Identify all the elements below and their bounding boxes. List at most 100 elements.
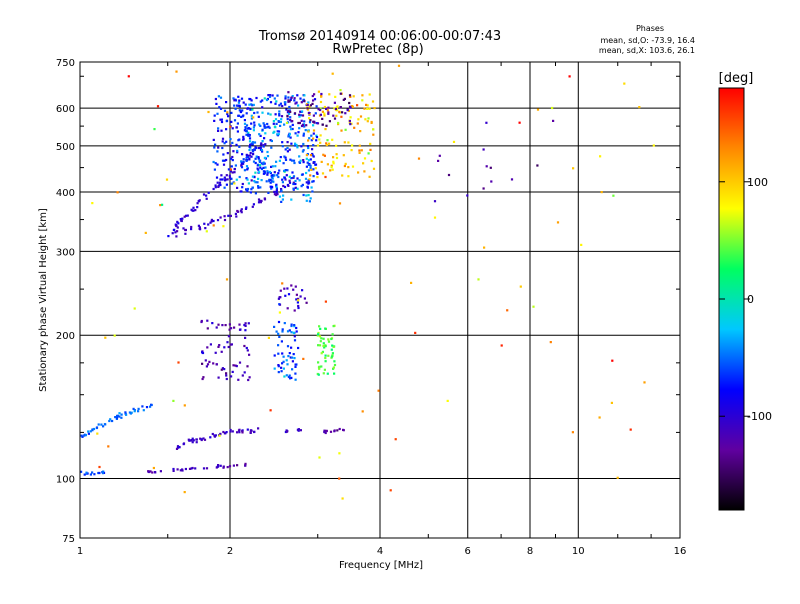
echo-point xyxy=(303,297,306,300)
echo-point xyxy=(216,112,219,115)
echo-point xyxy=(485,165,488,168)
echo-point xyxy=(237,378,240,381)
echo-point xyxy=(182,443,185,446)
echo-point xyxy=(176,220,179,223)
echo-point xyxy=(219,107,223,110)
echo-point xyxy=(314,112,317,115)
echo-point xyxy=(358,151,361,154)
echo-point xyxy=(264,166,267,169)
echo-point xyxy=(549,341,552,344)
echo-point xyxy=(305,157,308,160)
echo-point xyxy=(295,293,298,296)
echo-point xyxy=(485,121,488,124)
echo-point xyxy=(137,410,140,413)
echo-point xyxy=(275,193,278,197)
echo-point xyxy=(278,303,281,306)
echo-point xyxy=(287,91,290,94)
echo-point xyxy=(299,97,302,100)
echo-point xyxy=(207,110,210,114)
echo-point xyxy=(161,203,164,206)
echo-point xyxy=(261,150,264,153)
echo-point xyxy=(309,166,312,170)
echo-point xyxy=(253,141,257,144)
echo-point xyxy=(284,178,287,181)
echo-point xyxy=(303,94,306,97)
echo-point xyxy=(229,170,232,173)
echo-point xyxy=(270,187,273,190)
echo-point xyxy=(263,123,266,127)
echo-point xyxy=(279,120,282,124)
echo-point xyxy=(181,217,184,220)
echo-point xyxy=(230,343,233,346)
echo-point xyxy=(270,139,273,143)
echo-point xyxy=(290,142,293,145)
echo-point xyxy=(250,155,253,158)
echo-point xyxy=(277,130,281,133)
echo-point xyxy=(373,107,376,110)
echo-point xyxy=(225,431,228,434)
echo-point xyxy=(223,218,227,222)
echo-point xyxy=(232,364,235,367)
echo-point xyxy=(186,214,189,217)
echo-point xyxy=(294,179,297,183)
echo-point xyxy=(243,371,246,374)
echo-point xyxy=(141,405,144,408)
echo-point xyxy=(118,412,121,415)
echo-point xyxy=(235,178,238,181)
echo-point xyxy=(107,445,110,448)
echo-point xyxy=(190,208,193,211)
echo-point xyxy=(312,161,315,164)
echo-point xyxy=(217,127,220,130)
echo-point xyxy=(293,161,296,165)
echo-point xyxy=(327,111,330,114)
echo-point xyxy=(206,327,209,330)
echo-point xyxy=(280,340,283,343)
echo-point xyxy=(326,163,329,166)
echo-point xyxy=(222,163,226,166)
echo-point xyxy=(332,366,335,369)
echo-point xyxy=(323,154,326,157)
echo-point xyxy=(250,114,253,117)
echo-point xyxy=(248,148,251,152)
echo-point xyxy=(145,406,149,409)
echo-point xyxy=(286,363,289,366)
echo-point xyxy=(319,108,322,112)
echo-point xyxy=(287,355,290,358)
echo-point xyxy=(251,108,254,111)
echo-point xyxy=(212,224,215,227)
echo-point xyxy=(244,464,247,467)
echo-point xyxy=(269,172,272,175)
echo-point xyxy=(262,161,265,164)
legend-title: Phases xyxy=(636,24,664,33)
echo-point xyxy=(249,151,252,155)
echo-point xyxy=(267,94,270,97)
echo-point xyxy=(275,330,278,333)
echo-point xyxy=(232,97,235,100)
echo-point xyxy=(333,363,337,367)
echo-point xyxy=(259,146,262,149)
echo-point xyxy=(192,439,195,442)
echo-point xyxy=(262,166,265,169)
echo-point xyxy=(291,127,294,131)
echo-point xyxy=(250,429,253,432)
echo-point xyxy=(333,117,337,120)
echo-point xyxy=(371,100,375,103)
echo-point xyxy=(223,346,226,349)
echo-point xyxy=(276,174,279,177)
echo-point xyxy=(309,158,312,161)
echo-point xyxy=(277,371,280,374)
echo-point xyxy=(176,226,179,229)
echo-point xyxy=(206,346,209,349)
echo-point xyxy=(309,164,312,167)
echo-point xyxy=(238,323,241,326)
echo-point xyxy=(292,181,295,184)
echo-point xyxy=(324,431,327,435)
echo-point xyxy=(250,122,253,125)
echo-point xyxy=(257,146,261,150)
echo-point xyxy=(281,330,284,333)
echo-point xyxy=(230,375,233,378)
echo-point xyxy=(292,187,295,190)
echo-point xyxy=(287,110,290,113)
echo-point xyxy=(551,106,554,110)
echo-point xyxy=(318,335,322,338)
